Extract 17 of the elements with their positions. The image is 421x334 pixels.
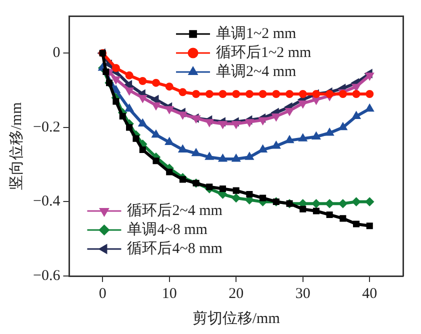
y-axis-title: 竖向位移/mm	[8, 102, 25, 190]
x-tick-label: 0	[98, 286, 106, 302]
y-tick-label: −0.6	[32, 268, 61, 284]
y-tick-label: 0	[52, 45, 60, 62]
legend-label: 循环后2~4 mm	[127, 202, 223, 219]
y-tick-label: −0.2	[32, 119, 60, 136]
legend-label: 单调2~4 mm	[216, 62, 297, 80]
legend-label: 循环后1~2 mm	[216, 44, 312, 61]
x-axis-title: 剪切位移/mm	[192, 310, 280, 327]
x-tick-label: 40	[362, 286, 378, 302]
legend-label: 单调4~8 mm	[127, 220, 208, 238]
legend-label: 单调1~2 mm	[216, 24, 297, 42]
legend-label: 循环后4~8 mm	[127, 240, 223, 257]
x-tick-label: 10	[162, 286, 177, 302]
x-tick-label: 30	[295, 286, 310, 302]
x-tick-label: 20	[228, 286, 244, 302]
y-tick-label: −0.4	[32, 194, 61, 210]
